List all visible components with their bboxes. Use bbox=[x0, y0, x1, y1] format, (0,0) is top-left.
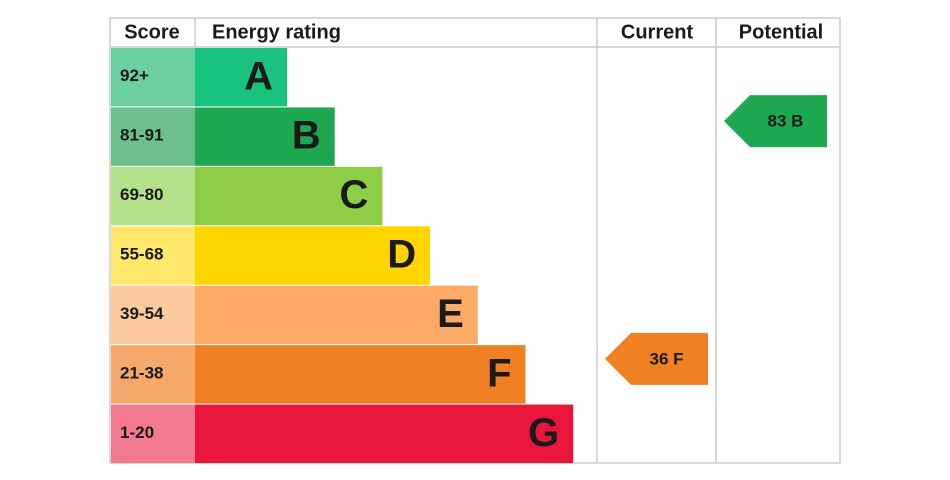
rating-letter: D bbox=[387, 233, 416, 277]
rating-letter: B bbox=[292, 114, 321, 158]
rating-letter: F bbox=[487, 351, 511, 395]
rating-bar bbox=[195, 48, 287, 107]
header-score: Score bbox=[124, 21, 180, 43]
score-label: 55-68 bbox=[120, 244, 163, 263]
score-label: 1-20 bbox=[120, 423, 154, 442]
rating-bar bbox=[195, 404, 574, 463]
score-label: 69-80 bbox=[120, 185, 163, 204]
rating-letter: A bbox=[244, 54, 273, 98]
score-label: 92+ bbox=[120, 66, 149, 85]
rating-bar bbox=[195, 107, 335, 166]
rating-letter: G bbox=[528, 411, 559, 455]
rating-letter: C bbox=[340, 173, 369, 217]
score-cell bbox=[111, 48, 195, 107]
rating-bar bbox=[195, 345, 526, 404]
current-label: 36 F bbox=[649, 349, 683, 368]
header-current: Current bbox=[621, 21, 694, 43]
header-rating: Energy rating bbox=[212, 21, 341, 43]
potential-arrow bbox=[724, 95, 827, 148]
header-potential: Potential bbox=[739, 21, 823, 43]
score-cell bbox=[111, 166, 195, 226]
score-cell bbox=[111, 107, 195, 166]
rating-letter: E bbox=[437, 292, 464, 336]
potential-label: 83 B bbox=[768, 112, 804, 131]
rating-bar bbox=[195, 285, 478, 345]
score-cell bbox=[111, 345, 195, 404]
score-cell bbox=[111, 285, 195, 345]
score-cell bbox=[111, 404, 195, 463]
rating-bar bbox=[195, 226, 431, 285]
score-label: 39-54 bbox=[120, 304, 164, 323]
score-label: 21-38 bbox=[120, 363, 163, 382]
score-cell bbox=[111, 226, 195, 285]
score-label: 81-91 bbox=[120, 126, 163, 145]
rating-bar bbox=[195, 166, 383, 226]
current-arrow bbox=[605, 332, 708, 385]
